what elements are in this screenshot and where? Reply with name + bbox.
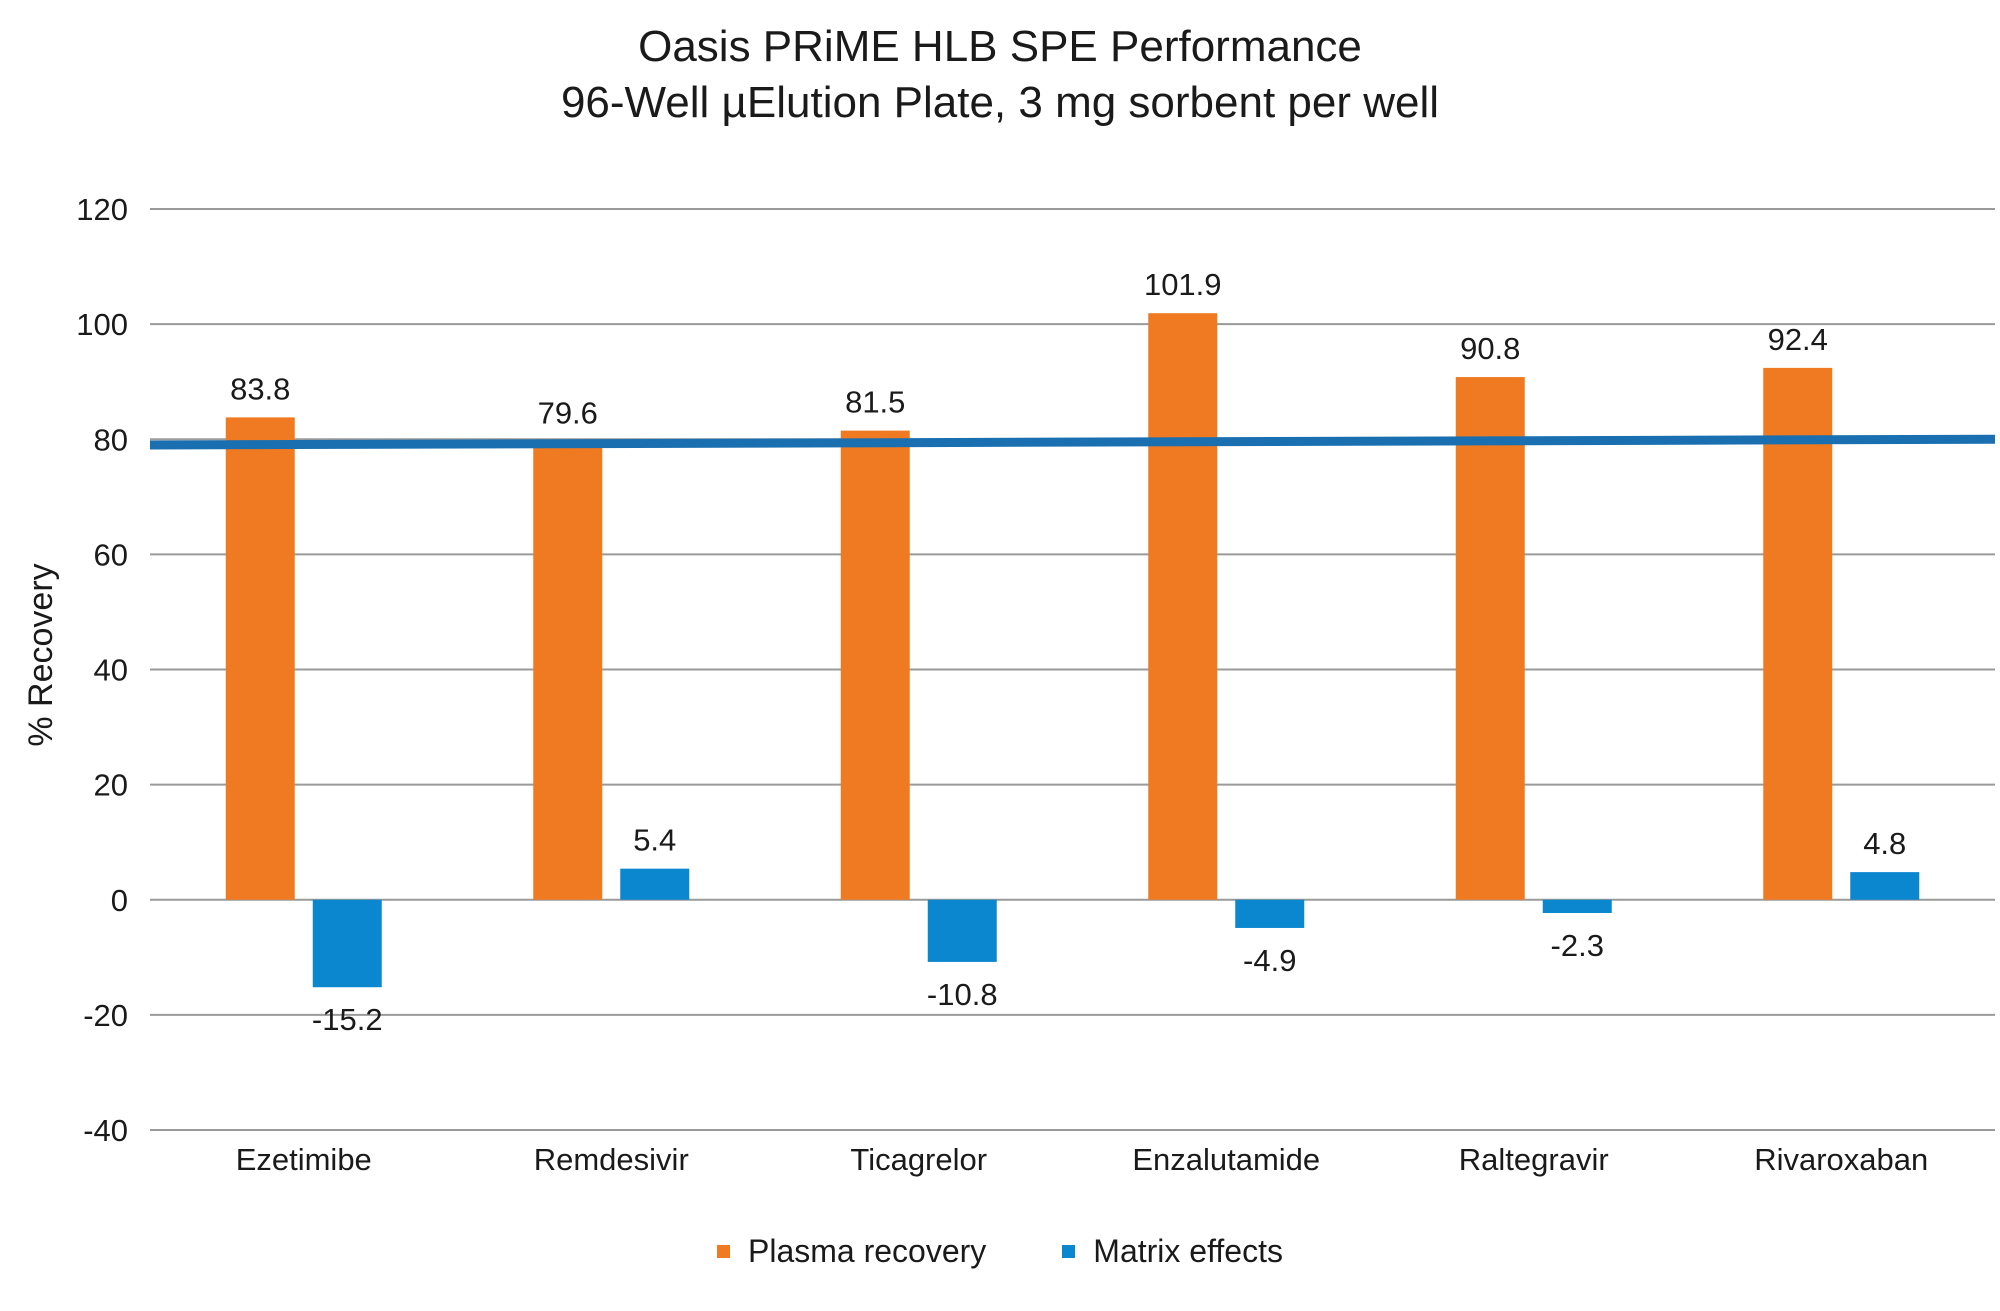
plasma-recovery-bar [1455,377,1525,900]
legend-item-plasma-recovery: Plasma recovery [717,1233,986,1270]
reference-line-group [149,434,1996,450]
x-tick-label: Ezetimibe [236,1142,372,1177]
legend: Plasma recovery Matrix effects [0,1233,2000,1270]
plasma-recovery-data-label: 90.8 [1460,331,1520,366]
matrix-effects-data-label: 4.8 [1863,826,1906,861]
matrix-effects-data-label: 5.4 [633,823,676,858]
y-axis-label: % Recovery [22,563,60,746]
legend-label-matrix-effects: Matrix effects [1093,1233,1283,1269]
plasma-recovery-swatch [717,1245,730,1258]
matrix-effects-data-label: -2.3 [1551,928,1604,963]
reference-line [149,434,1996,450]
matrix-effects-bar [1542,899,1612,913]
plasma-recovery-bar [1148,313,1218,900]
plasma-recovery-data-label: 92.4 [1768,322,1828,357]
x-axis-ticks: Ezetimibe Remdesivir Ticagrelor Enzalutamid… [236,1142,1929,1177]
chart-title: Oasis PRiME HLB SPE Performance [638,22,1362,71]
x-tick-label: Enzalutamide [1132,1142,1320,1177]
gridlines [150,208,1995,1131]
plasma-recovery-bar [225,417,295,900]
matrix-effects-bar [620,868,690,900]
plasma-recovery-data-label: 83.8 [230,371,290,406]
matrix-effects-bar [1235,899,1305,928]
matrix-effects-data-label: -15.2 [312,1002,383,1037]
y-tick-label: 40 [94,653,128,688]
y-tick-label: 100 [76,307,128,342]
plasma-recovery-bar [533,441,603,900]
plasma-recovery-bar [1763,367,1833,900]
y-tick-label: 80 [94,422,128,457]
chart-subtitle: 96-Well µElution Plate, 3 mg sorbent per… [560,78,1440,127]
y-tick-label: -20 [83,998,128,1033]
y-axis-ticks: 120 100 80 60 40 20 0 -20 -40 [76,192,128,1148]
x-tick-label: Raltegravir [1459,1142,1609,1177]
legend-item-matrix-effects: Matrix effects [1062,1233,1283,1270]
matrix-effects-data-label: -4.9 [1243,943,1296,978]
y-tick-label: 120 [76,192,128,227]
matrix-effects-bar [312,899,382,988]
legend-label-plasma-recovery: Plasma recovery [748,1233,987,1269]
plasma-recovery-bar [840,430,910,900]
y-tick-label: -40 [83,1113,128,1148]
y-tick-label: 20 [94,768,128,803]
bars [225,313,1920,988]
y-tick-label: 0 [111,883,128,918]
plasma-recovery-data-label: 79.6 [538,396,598,431]
data-labels: 83.8 -15.2 79.6 5.4 81.5 -10.8 101.9 -4.9 90.8 -2… [230,267,1906,1037]
plasma-recovery-data-label: 101.9 [1144,267,1222,302]
matrix-effects-swatch [1062,1245,1076,1258]
matrix-effects-bar [1850,872,1920,900]
matrix-effects-data-label: -10.8 [927,977,998,1012]
matrix-effects-bar [927,899,997,962]
x-tick-label: Remdesivir [534,1142,689,1177]
plasma-recovery-data-label: 81.5 [845,385,905,420]
x-tick-label: Ticagrelor [850,1142,987,1177]
x-tick-label: Rivaroxaban [1754,1142,1928,1177]
y-tick-label: 60 [94,537,128,572]
